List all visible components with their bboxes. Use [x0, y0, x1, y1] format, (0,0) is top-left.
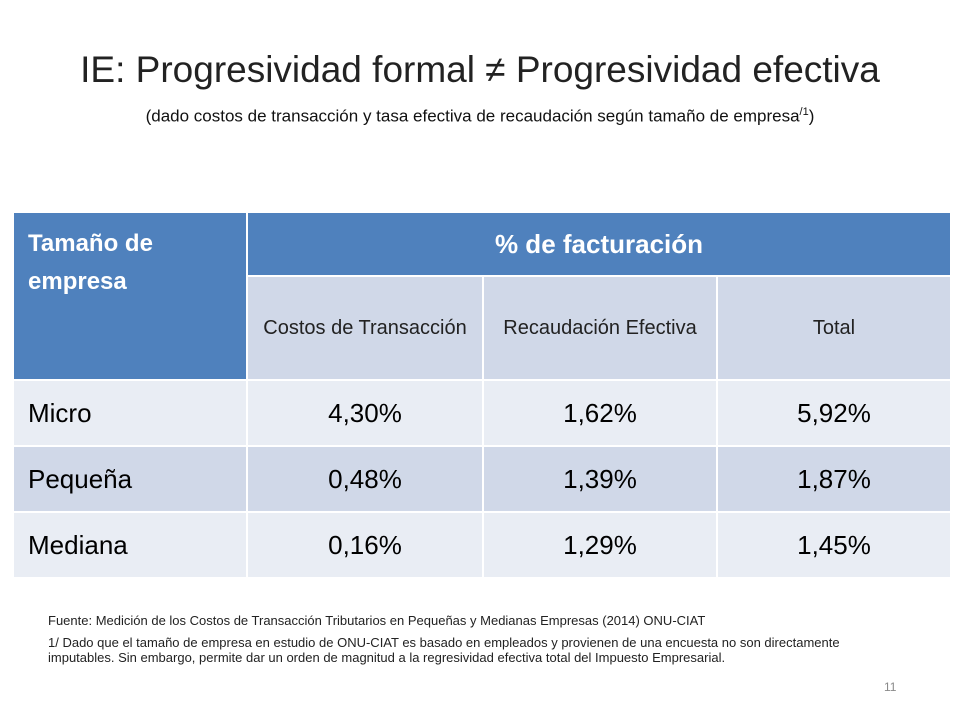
cell-value: 5,92% — [716, 379, 952, 447]
footnote: 1/ Dado que el tamaño de empresa en estu… — [48, 635, 840, 665]
header-transaction-costs: Costos de Transacción — [246, 275, 484, 381]
cell-value: 0,48% — [246, 445, 484, 513]
header-company-size: Tamaño de empresa — [12, 211, 248, 381]
header-billing-percent: % de facturación — [246, 211, 952, 277]
subtitle-text: (dado costos de transacción y tasa efect… — [145, 106, 800, 126]
cell-value: 1,29% — [482, 511, 718, 579]
row-label-mediana: Mediana — [12, 511, 248, 579]
cell-value: 4,30% — [246, 379, 484, 447]
slide-title: IE: Progresividad formal ≠ Progresividad… — [80, 49, 880, 90]
title-block: IE: Progresividad formal ≠ Progresividad… — [40, 48, 920, 129]
table-row: Micro 4,30% 1,62% 5,92% — [12, 379, 952, 447]
cell-value: 1,87% — [716, 445, 952, 513]
subtitle-close: ) — [808, 106, 815, 126]
data-table: Tamaño de empresa % de facturación Costo… — [12, 211, 952, 579]
cell-value: 1,45% — [716, 511, 952, 579]
table-row: Pequeña 0,48% 1,39% 1,87% — [12, 445, 952, 513]
source-note: Fuente: Medición de los Costos de Transa… — [48, 613, 706, 628]
table-row: Mediana 0,16% 1,29% 1,45% — [12, 511, 952, 579]
row-label-micro: Micro — [12, 379, 248, 447]
page-number: 11 — [884, 680, 897, 694]
notes: Fuente: Medición de los Costos de Transa… — [48, 612, 908, 665]
header-effective-collection: Recaudación Efectiva — [482, 275, 718, 381]
subtitle-footnote-mark: /1 — [799, 106, 809, 118]
cell-value: 1,39% — [482, 445, 718, 513]
header-total: Total — [716, 275, 952, 381]
cell-value: 0,16% — [246, 511, 484, 579]
row-label-pequena: Pequeña — [12, 445, 248, 513]
slide-subtitle: (dado costos de transacción y tasa efect… — [40, 100, 920, 129]
cell-value: 1,62% — [482, 379, 718, 447]
